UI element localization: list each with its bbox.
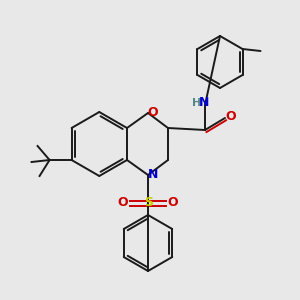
Text: O: O [148, 106, 158, 119]
Text: N: N [199, 97, 209, 110]
Text: S: S [145, 196, 154, 209]
Text: O: O [226, 110, 236, 122]
Text: N: N [148, 169, 158, 182]
Text: O: O [118, 196, 128, 209]
Text: H: H [192, 98, 202, 108]
Text: O: O [168, 196, 178, 209]
